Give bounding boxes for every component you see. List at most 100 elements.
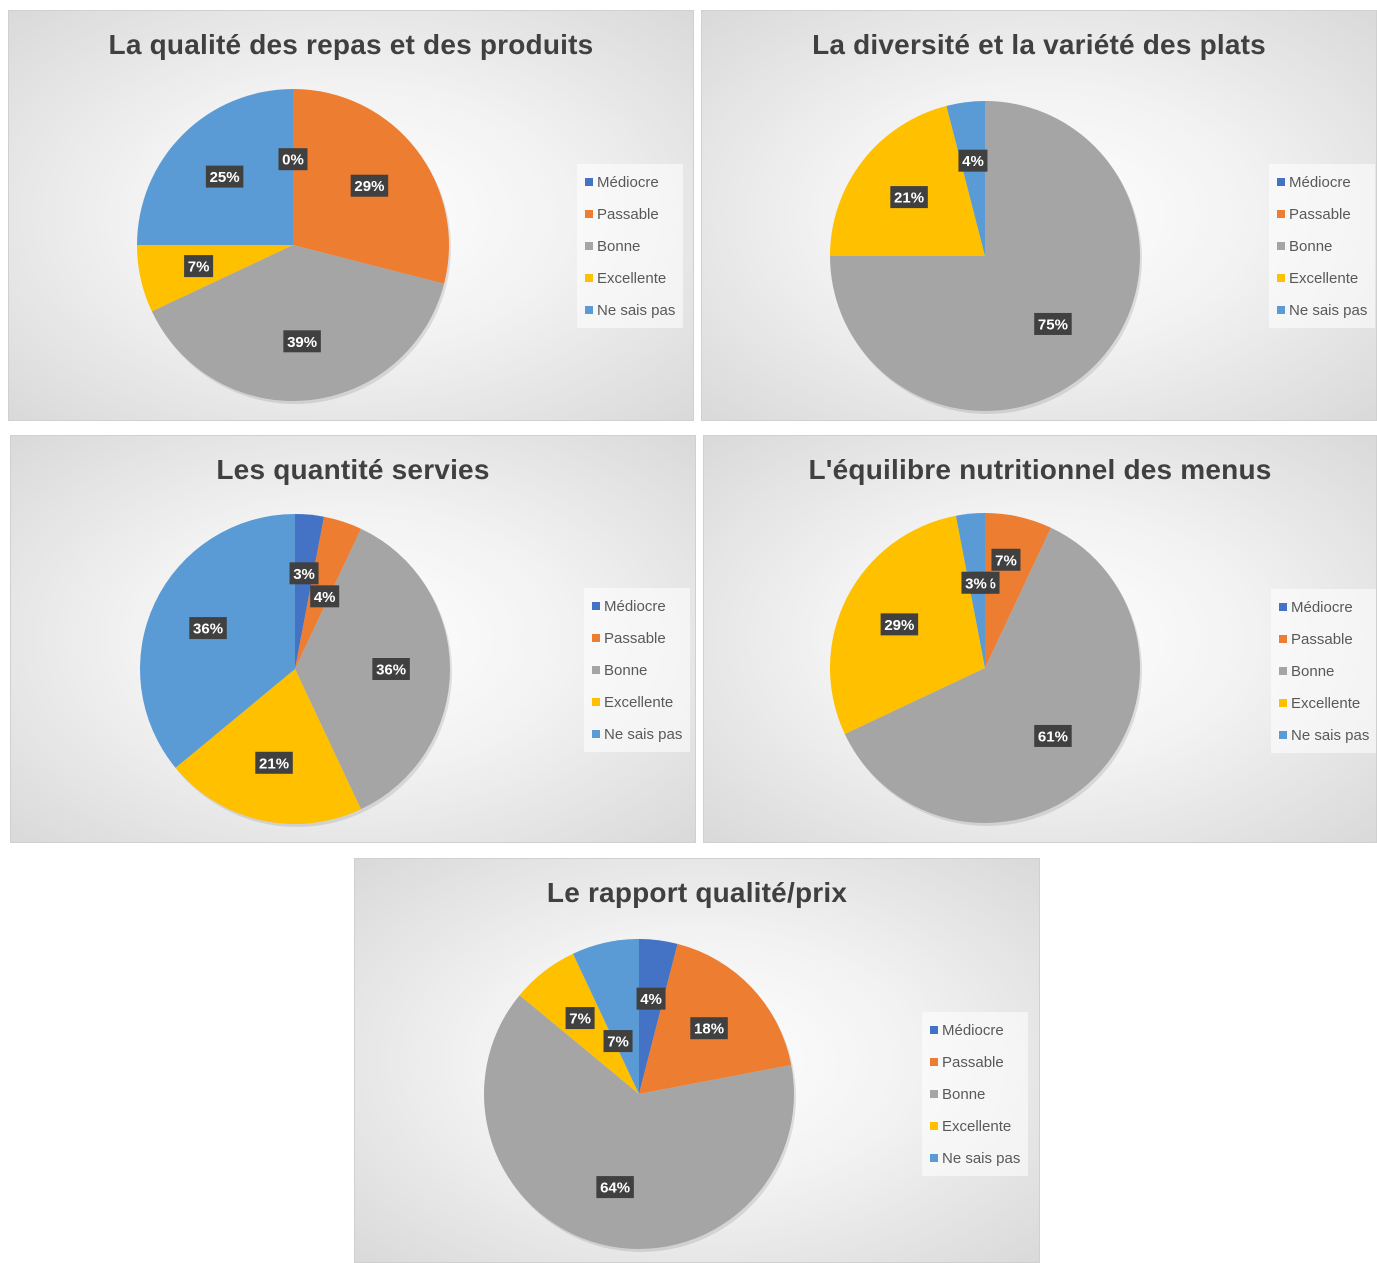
data-label-passable: 4%: [314, 589, 336, 606]
legend-label: Ne sais pas: [1289, 301, 1368, 319]
data-label-box-ne-sais-pas: [961, 571, 991, 594]
data-label-box-bonne: [283, 330, 321, 353]
chart-panel-1: La qualité des repas et des produits 0% 2…: [8, 10, 694, 421]
data-label-box-passable: [690, 1017, 728, 1040]
pie-slice-bonne: [151, 245, 445, 401]
chart-title: L'équilibre nutritionnel des menus: [808, 454, 1272, 485]
legend-label: Excellente: [1289, 269, 1359, 287]
data-label-ne-sais-pas: 25%: [210, 169, 240, 186]
data-label-bonne: 61%: [1038, 728, 1068, 745]
legend-item-mediocre: Médiocre: [584, 590, 690, 622]
data-label-box-passable: [991, 548, 1021, 571]
data-label-box-passable: [350, 174, 389, 197]
data-label-box-excellente: [255, 751, 293, 774]
legend-swatch: [1279, 699, 1287, 707]
legend-label: Excellente: [942, 1117, 1012, 1135]
data-label-excellente: 7%: [569, 1011, 591, 1028]
chart-panel-2: La diversité et la variété des plats 75%…: [701, 10, 1377, 421]
data-label-passable: 29%: [354, 178, 384, 195]
legend-item-mediocre: Médiocre: [577, 166, 683, 198]
legend-item-bonne: Bonne: [577, 230, 683, 262]
legend-label: Bonne: [942, 1085, 986, 1103]
legend-item-ne-sais-pas: Ne sais pas: [577, 294, 683, 326]
pie-slice-ne-sais-pas: [140, 514, 295, 768]
data-label-mediocre: 0%: [282, 152, 304, 169]
legend-item-excellente: Excellente: [1269, 262, 1375, 294]
chart-title: La qualité des repas et des produits: [108, 29, 594, 60]
legend-item-bonne: Bonne: [1269, 230, 1375, 262]
legend-swatch: [930, 1026, 938, 1034]
legend-swatch: [585, 306, 593, 314]
legend-item-bonne: Bonne: [922, 1078, 1028, 1110]
legend-swatch: [930, 1122, 938, 1130]
legend-label: Médiocre: [942, 1021, 1004, 1039]
legend-label: Bonne: [604, 661, 648, 679]
data-label-box-mediocre: [636, 987, 666, 1010]
legend: Médiocre Passable Bonne Excellente Ne sais p…: [1271, 589, 1376, 753]
data-label-bonne: 36%: [376, 662, 406, 679]
legend-item-excellente: Excellente: [922, 1110, 1028, 1142]
legend-label: Excellente: [1291, 694, 1361, 712]
legend-label: Médiocre: [604, 597, 666, 615]
data-label-passable: 7%: [995, 552, 1017, 569]
data-label-bonne: 64%: [600, 1180, 630, 1197]
legend-label: Ne sais pas: [942, 1149, 1021, 1167]
data-label-excellente: 29%: [884, 617, 914, 634]
pie-slice-bonne: [844, 527, 1140, 823]
legend-item-bonne: Bonne: [584, 654, 690, 686]
legend-item-mediocre: Médiocre: [1271, 591, 1376, 623]
legend-swatch: [1277, 242, 1285, 250]
legend-label: Bonne: [1289, 237, 1333, 255]
chart-panel-4: L'équilibre nutritionnel des menus 0%7%6…: [703, 435, 1377, 843]
legend-label: Médiocre: [597, 173, 659, 191]
legend-swatch: [585, 210, 593, 218]
data-label-ne-sais-pas: 3%: [965, 575, 987, 592]
legend-item-ne-sais-pas: Ne sais pas: [1271, 719, 1376, 751]
legend-item-passable: Passable: [922, 1046, 1028, 1078]
legend-item-mediocre: Médiocre: [1269, 166, 1375, 198]
data-label-box-excellente: [565, 1007, 595, 1030]
legend-item-passable: Passable: [1269, 198, 1375, 230]
data-label-bonne: 75%: [1038, 316, 1068, 333]
legend: Médiocre Passable Bonne Excellente Ne sais p…: [922, 1012, 1028, 1176]
legend-swatch: [585, 178, 593, 186]
chart-panel-3: Les quantité servies 3% 4% 36% 21% 36% Médio…: [10, 435, 696, 843]
pie-chart: 3% 4% 36% 21% 36%: [140, 514, 452, 827]
legend-item-excellente: Excellente: [1271, 687, 1376, 719]
legend-swatch: [592, 730, 600, 738]
pie-chart: 0% 29% 39% 7% 25%: [137, 89, 451, 404]
chart-title: La diversité et la variété des plats: [812, 29, 1266, 60]
legend-swatch: [592, 666, 600, 674]
legend-swatch: [1279, 731, 1287, 739]
legend: Médiocre Passable Bonne Excellente Ne sais p…: [577, 164, 683, 328]
legend-item-ne-sais-pas: Ne sais pas: [922, 1142, 1028, 1174]
legend-label: Médiocre: [1289, 173, 1351, 191]
legend-swatch: [1277, 306, 1285, 314]
data-label-box-ne-sais-pas: [958, 149, 988, 172]
legend-label: Passable: [1289, 205, 1351, 223]
legend-item-ne-sais-pas: Ne sais pas: [1269, 294, 1375, 326]
data-label-box-ne-sais-pas: [205, 165, 244, 188]
data-label-excellente: 21%: [259, 755, 289, 772]
legend-item-excellente: Excellente: [584, 686, 690, 718]
chart-panel-5: Le rapport qualité/prix 4% 18% 64% 7% 7% Méd…: [354, 858, 1040, 1263]
data-label-ne-sais-pas: 4%: [962, 153, 984, 170]
pie-chart: 75% 21% 4%: [830, 101, 1142, 414]
legend-swatch: [930, 1090, 938, 1098]
data-label-box-ne-sais-pas: [603, 1030, 633, 1053]
legend-item-ne-sais-pas: Ne sais pas: [584, 718, 690, 750]
data-label-box-bonne: [1034, 312, 1072, 335]
data-label-box-excellente: [890, 186, 928, 209]
legend-swatch: [1277, 178, 1285, 186]
pie-slice-excellente: [830, 105, 985, 256]
pie-slice-excellente: [175, 669, 361, 824]
pie-chart: 4% 18% 64% 7% 7%: [483, 939, 796, 1252]
data-label-box-ne-sais-pas: [189, 617, 227, 640]
pie-slice-mediocre: [295, 514, 325, 669]
legend-label: Médiocre: [1291, 598, 1353, 616]
data-label-box-passable: [310, 585, 340, 608]
legend-label: Passable: [942, 1053, 1004, 1071]
pie-slice-bonne: [483, 995, 794, 1249]
legend-swatch: [592, 602, 600, 610]
data-label-mediocre: 3%: [293, 566, 315, 583]
